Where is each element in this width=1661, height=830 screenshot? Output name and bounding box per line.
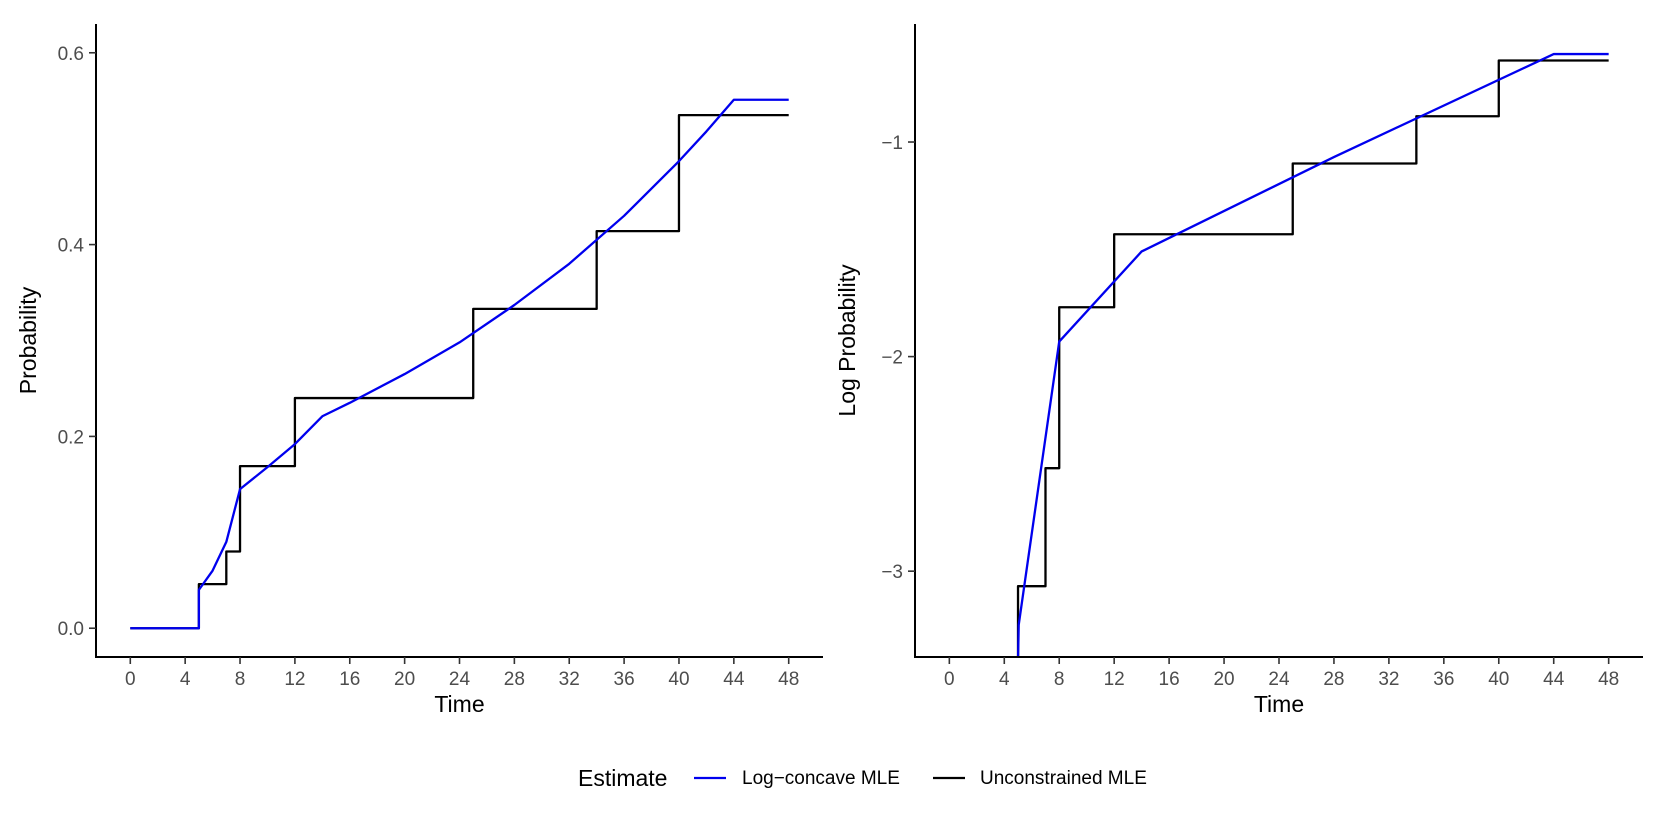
probability-x-tick-label: 8	[235, 669, 246, 690]
probability-log-concave-mle-line	[130, 98, 789, 630]
log-probability-x-tick-label: 16	[1159, 669, 1180, 690]
log-probability-x-tick-label: 0	[944, 669, 955, 690]
probability-x-tick-label: 4	[180, 669, 191, 690]
log-probability-x-tick-label: 12	[1104, 669, 1125, 690]
log-probability-x-tick-label: 44	[1543, 669, 1565, 690]
probability-y-tick-label: 0.0	[58, 619, 84, 640]
log-probability-y-axis-title: Log Probability	[834, 264, 860, 417]
probability-unconstrained-mle-line	[130, 113, 789, 630]
probability-y-axis-title: Probability	[15, 286, 41, 394]
log-probability-x-tick-label: 20	[1213, 669, 1234, 690]
probability-x-tick-label: 16	[339, 669, 360, 690]
probability-x-tick-label: 20	[394, 669, 415, 690]
legend-label-log-concave: Log−concave MLE	[742, 768, 900, 789]
log-probability-unconstrained-mle-line	[1016, 59, 1609, 657]
legend-title: Estimate	[578, 765, 667, 791]
log-probability-y-tick-label: −3	[881, 562, 903, 583]
probability-y-tick-label: 0.4	[58, 236, 85, 257]
log-probability-y-tick-label: −2	[881, 348, 903, 369]
probability-x-axis-title: Time	[434, 691, 484, 717]
log-probability-ticks: 0 4 8 12 16 20 24 28 32 36 40 44 48−3−2−1	[881, 133, 1619, 690]
probability-panel: 0 4 8 12 16 20 24 28 32 36 40 44 480.00.20.40.6 Time…	[15, 24, 823, 717]
probability-x-tick-label: 48	[778, 669, 799, 690]
probability-y-tick-label: 0.6	[58, 44, 84, 65]
log-probability-x-axis-title: Time	[1254, 691, 1304, 717]
log-probability-x-tick-label: 4	[999, 669, 1010, 690]
log-probability-log-concave-mle-line	[1016, 52, 1609, 657]
probability-series	[130, 98, 789, 630]
probability-y-tick-label: 0.2	[58, 427, 84, 448]
log-probability-y-tick-label: −1	[881, 133, 903, 154]
log-probability-x-tick-label: 8	[1054, 669, 1065, 690]
legend: Estimate Log−concave MLE Unconstrained M…	[578, 765, 1147, 791]
probability-x-tick-label: 44	[723, 669, 745, 690]
log-probability-x-tick-label: 32	[1378, 669, 1399, 690]
log-probability-x-tick-label: 40	[1488, 669, 1509, 690]
log-probability-panel: 0 4 8 12 16 20 24 28 32 36 40 44 48−3−2−1 Time Log P…	[834, 24, 1643, 717]
probability-x-tick-label: 36	[614, 669, 635, 690]
log-probability-x-tick-label: 28	[1323, 669, 1344, 690]
probability-x-tick-label: 12	[284, 669, 305, 690]
log-probability-series	[1016, 52, 1609, 657]
probability-ticks: 0 4 8 12 16 20 24 28 32 36 40 44 480.00.20.40.6	[58, 44, 800, 690]
log-probability-x-tick-label: 48	[1598, 669, 1619, 690]
legend-label-unconstrained: Unconstrained MLE	[980, 768, 1147, 789]
probability-x-tick-label: 40	[668, 669, 689, 690]
log-probability-x-tick-label: 36	[1433, 669, 1454, 690]
probability-x-tick-label: 28	[504, 669, 525, 690]
probability-x-tick-label: 0	[125, 669, 136, 690]
probability-x-tick-label: 32	[559, 669, 580, 690]
probability-x-tick-label: 24	[449, 669, 471, 690]
log-probability-x-tick-label: 24	[1268, 669, 1290, 690]
